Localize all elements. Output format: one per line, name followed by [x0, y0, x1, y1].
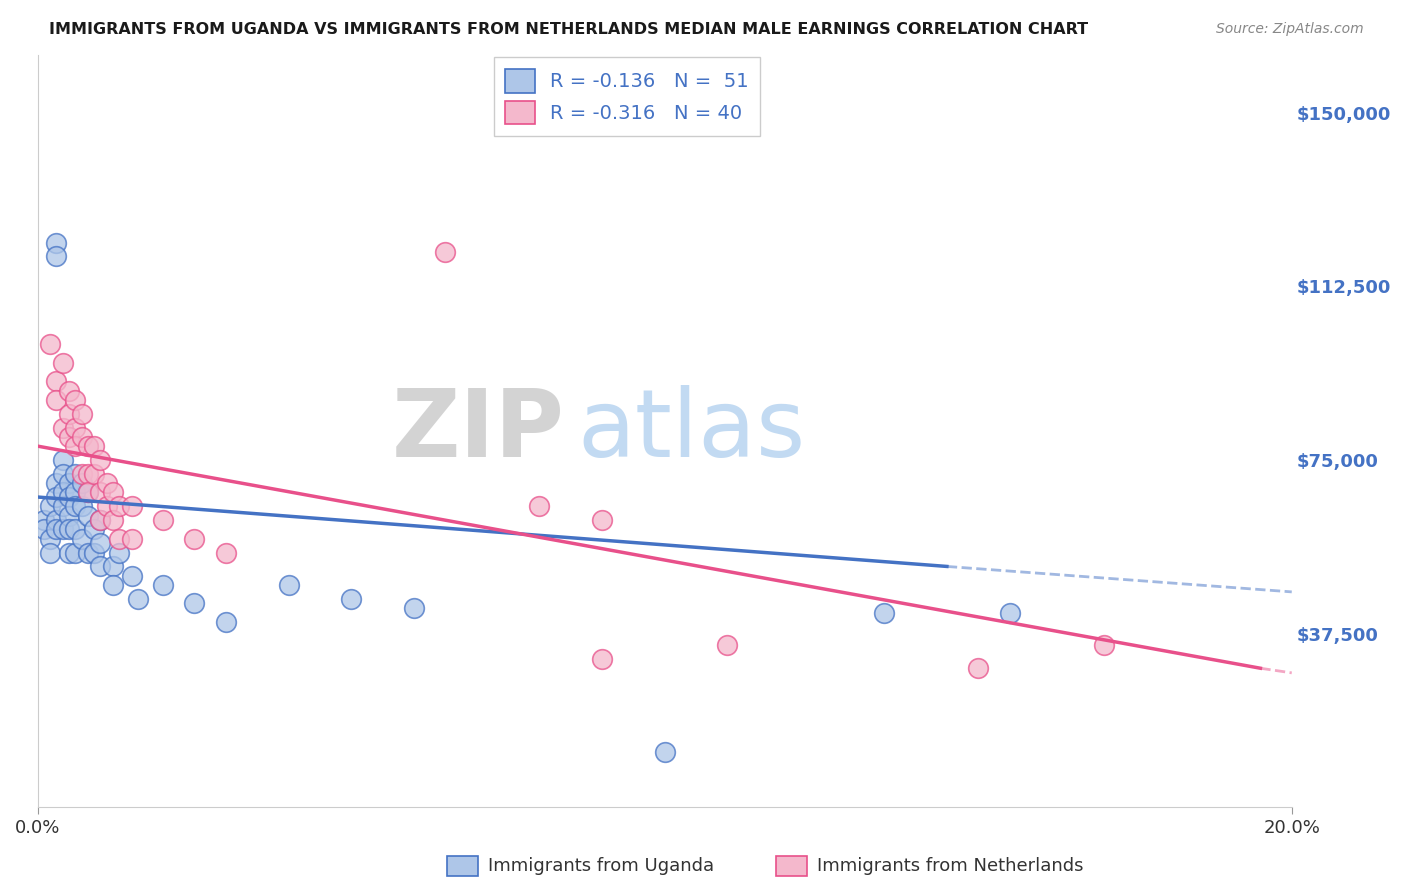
Text: ZIP: ZIP — [391, 385, 564, 477]
Point — [52, 485, 75, 500]
Text: Immigrants from Netherlands: Immigrants from Netherlands — [817, 857, 1084, 875]
Point — [45, 392, 67, 407]
Text: Source: ZipAtlas.com: Source: ZipAtlas.com — [1216, 22, 1364, 37]
Point — [83, 523, 105, 537]
Text: IMMIGRANTS FROM UGANDA VS IMMIGRANTS FROM NETHERLANDS MEDIAN MALE EARNINGS CORRE: IMMIGRANTS FROM UGANDA VS IMMIGRANTS FRO… — [49, 22, 1088, 37]
Point — [32, 523, 55, 537]
Point — [215, 545, 238, 559]
Point — [58, 508, 80, 523]
Point — [101, 578, 124, 592]
Point — [58, 523, 80, 537]
Point — [58, 407, 80, 421]
Point — [183, 597, 205, 611]
Point — [32, 513, 55, 527]
Point — [96, 476, 118, 491]
Point — [83, 467, 105, 481]
Point — [45, 490, 67, 504]
Point — [89, 485, 111, 500]
Point — [83, 545, 105, 559]
Point — [108, 532, 131, 546]
Point — [152, 513, 174, 527]
Point — [434, 244, 457, 259]
Point — [215, 615, 238, 629]
Point — [58, 430, 80, 444]
Point — [108, 545, 131, 559]
Point — [70, 532, 93, 546]
Point — [76, 545, 98, 559]
Point — [716, 638, 738, 652]
Point — [45, 476, 67, 491]
Point — [45, 523, 67, 537]
Point — [45, 513, 67, 527]
Point — [39, 545, 62, 559]
Point — [529, 500, 551, 514]
Point — [58, 545, 80, 559]
Point — [52, 467, 75, 481]
Point — [340, 591, 363, 606]
Point — [65, 467, 87, 481]
Point — [967, 661, 990, 675]
Point — [39, 500, 62, 514]
Point — [52, 453, 75, 467]
Point — [76, 485, 98, 500]
Point — [76, 467, 98, 481]
Point — [591, 513, 613, 527]
Point — [65, 485, 87, 500]
Point — [277, 578, 299, 592]
Point — [121, 568, 143, 582]
Point — [45, 375, 67, 389]
Point — [52, 420, 75, 434]
Point — [873, 606, 896, 620]
Point — [70, 430, 93, 444]
Point — [591, 652, 613, 666]
Point — [127, 591, 149, 606]
Point — [1092, 638, 1115, 652]
Point — [65, 439, 87, 453]
Point — [76, 439, 98, 453]
Point — [89, 513, 111, 527]
Point — [58, 476, 80, 491]
Point — [89, 453, 111, 467]
Point — [152, 578, 174, 592]
Point — [65, 392, 87, 407]
Point — [101, 513, 124, 527]
Point — [65, 523, 87, 537]
Point — [183, 532, 205, 546]
Point — [89, 536, 111, 550]
Text: atlas: atlas — [576, 385, 806, 477]
Point — [58, 490, 80, 504]
Point — [998, 606, 1021, 620]
Point — [101, 485, 124, 500]
Point — [70, 500, 93, 514]
Point — [121, 532, 143, 546]
Point — [52, 356, 75, 370]
Point — [121, 500, 143, 514]
Point — [45, 235, 67, 250]
Point — [70, 407, 93, 421]
Legend: R = -0.136   N =  51, R = -0.316   N = 40: R = -0.136 N = 51, R = -0.316 N = 40 — [494, 57, 761, 136]
Point — [45, 249, 67, 263]
Point — [39, 532, 62, 546]
Point — [70, 476, 93, 491]
Point — [52, 523, 75, 537]
Point — [89, 513, 111, 527]
Point — [654, 745, 676, 759]
Point — [65, 545, 87, 559]
Point — [58, 384, 80, 398]
Point — [70, 467, 93, 481]
Point — [402, 601, 425, 615]
Point — [83, 439, 105, 453]
Text: Immigrants from Uganda: Immigrants from Uganda — [488, 857, 714, 875]
Point — [76, 485, 98, 500]
Point — [108, 500, 131, 514]
Point — [65, 420, 87, 434]
Point — [76, 508, 98, 523]
Point — [65, 500, 87, 514]
Point — [96, 500, 118, 514]
Point — [39, 337, 62, 351]
Point — [101, 559, 124, 574]
Point — [52, 500, 75, 514]
Point — [89, 559, 111, 574]
